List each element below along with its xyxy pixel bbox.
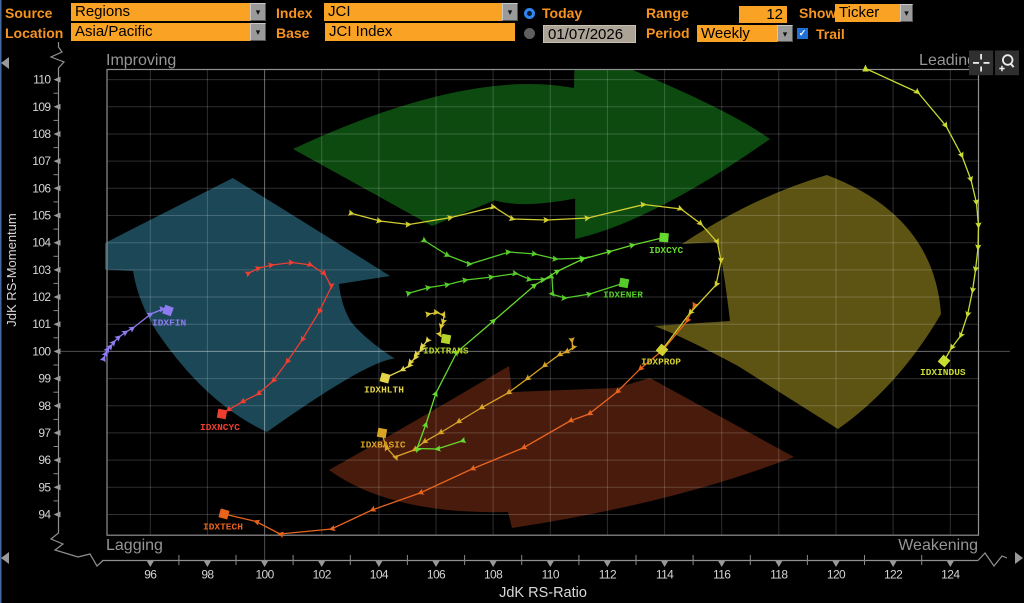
svg-text:122: 122 [884,568,903,582]
svg-text:IDXNCYC: IDXNCYC [200,422,240,433]
svg-text:98: 98 [38,399,51,413]
svg-text:106: 106 [32,181,51,195]
svg-text:108: 108 [32,127,51,141]
svg-text:JdK RS-Momentum: JdK RS-Momentum [4,213,19,326]
svg-text:IDXCYC: IDXCYC [649,245,684,256]
svg-text:95: 95 [38,480,51,494]
svg-text:110: 110 [33,73,51,87]
svg-text:104: 104 [32,236,51,250]
svg-text:99: 99 [38,372,51,386]
svg-text:118: 118 [770,568,788,582]
svg-text:IDXBASIC: IDXBASIC [360,440,406,451]
svg-text:108: 108 [484,568,503,582]
svg-text:97: 97 [38,426,51,440]
svg-text:96: 96 [144,568,157,582]
svg-text:124: 124 [941,568,960,582]
svg-text:110: 110 [542,568,560,582]
svg-text:107: 107 [32,154,51,168]
svg-text:IDXTRANS: IDXTRANS [423,346,469,357]
svg-text:105: 105 [32,209,51,223]
svg-text:114: 114 [656,568,674,582]
svg-text:Weakening: Weakening [898,537,978,554]
svg-text:98: 98 [201,568,214,582]
svg-text:Improving: Improving [106,52,176,69]
svg-text:IDXFIN: IDXFIN [152,318,187,329]
svg-text:IDXPROP: IDXPROP [641,357,681,368]
svg-text:IDXHLTH: IDXHLTH [364,385,404,396]
svg-text:102: 102 [313,568,332,582]
svg-text:IDXENER: IDXENER [603,290,643,301]
svg-text:94: 94 [38,508,51,522]
svg-text:Leading: Leading [919,52,976,69]
svg-text:102: 102 [32,290,51,304]
svg-text:103: 103 [32,263,51,277]
svg-text:IDXTECH: IDXTECH [203,522,243,533]
svg-text:109: 109 [32,100,51,114]
svg-text:104: 104 [370,568,389,582]
svg-text:Lagging: Lagging [106,537,163,554]
svg-text:100: 100 [32,344,51,358]
svg-text:IDXINDUS: IDXINDUS [920,367,966,378]
svg-text:120: 120 [827,568,846,582]
svg-text:101: 101 [32,317,51,331]
svg-text:112: 112 [599,568,617,582]
svg-text:96: 96 [38,453,51,467]
svg-text:116: 116 [713,568,731,582]
svg-text:100: 100 [255,568,274,582]
svg-text:106: 106 [427,568,446,582]
svg-text:JdK RS-Ratio: JdK RS-Ratio [499,585,587,601]
